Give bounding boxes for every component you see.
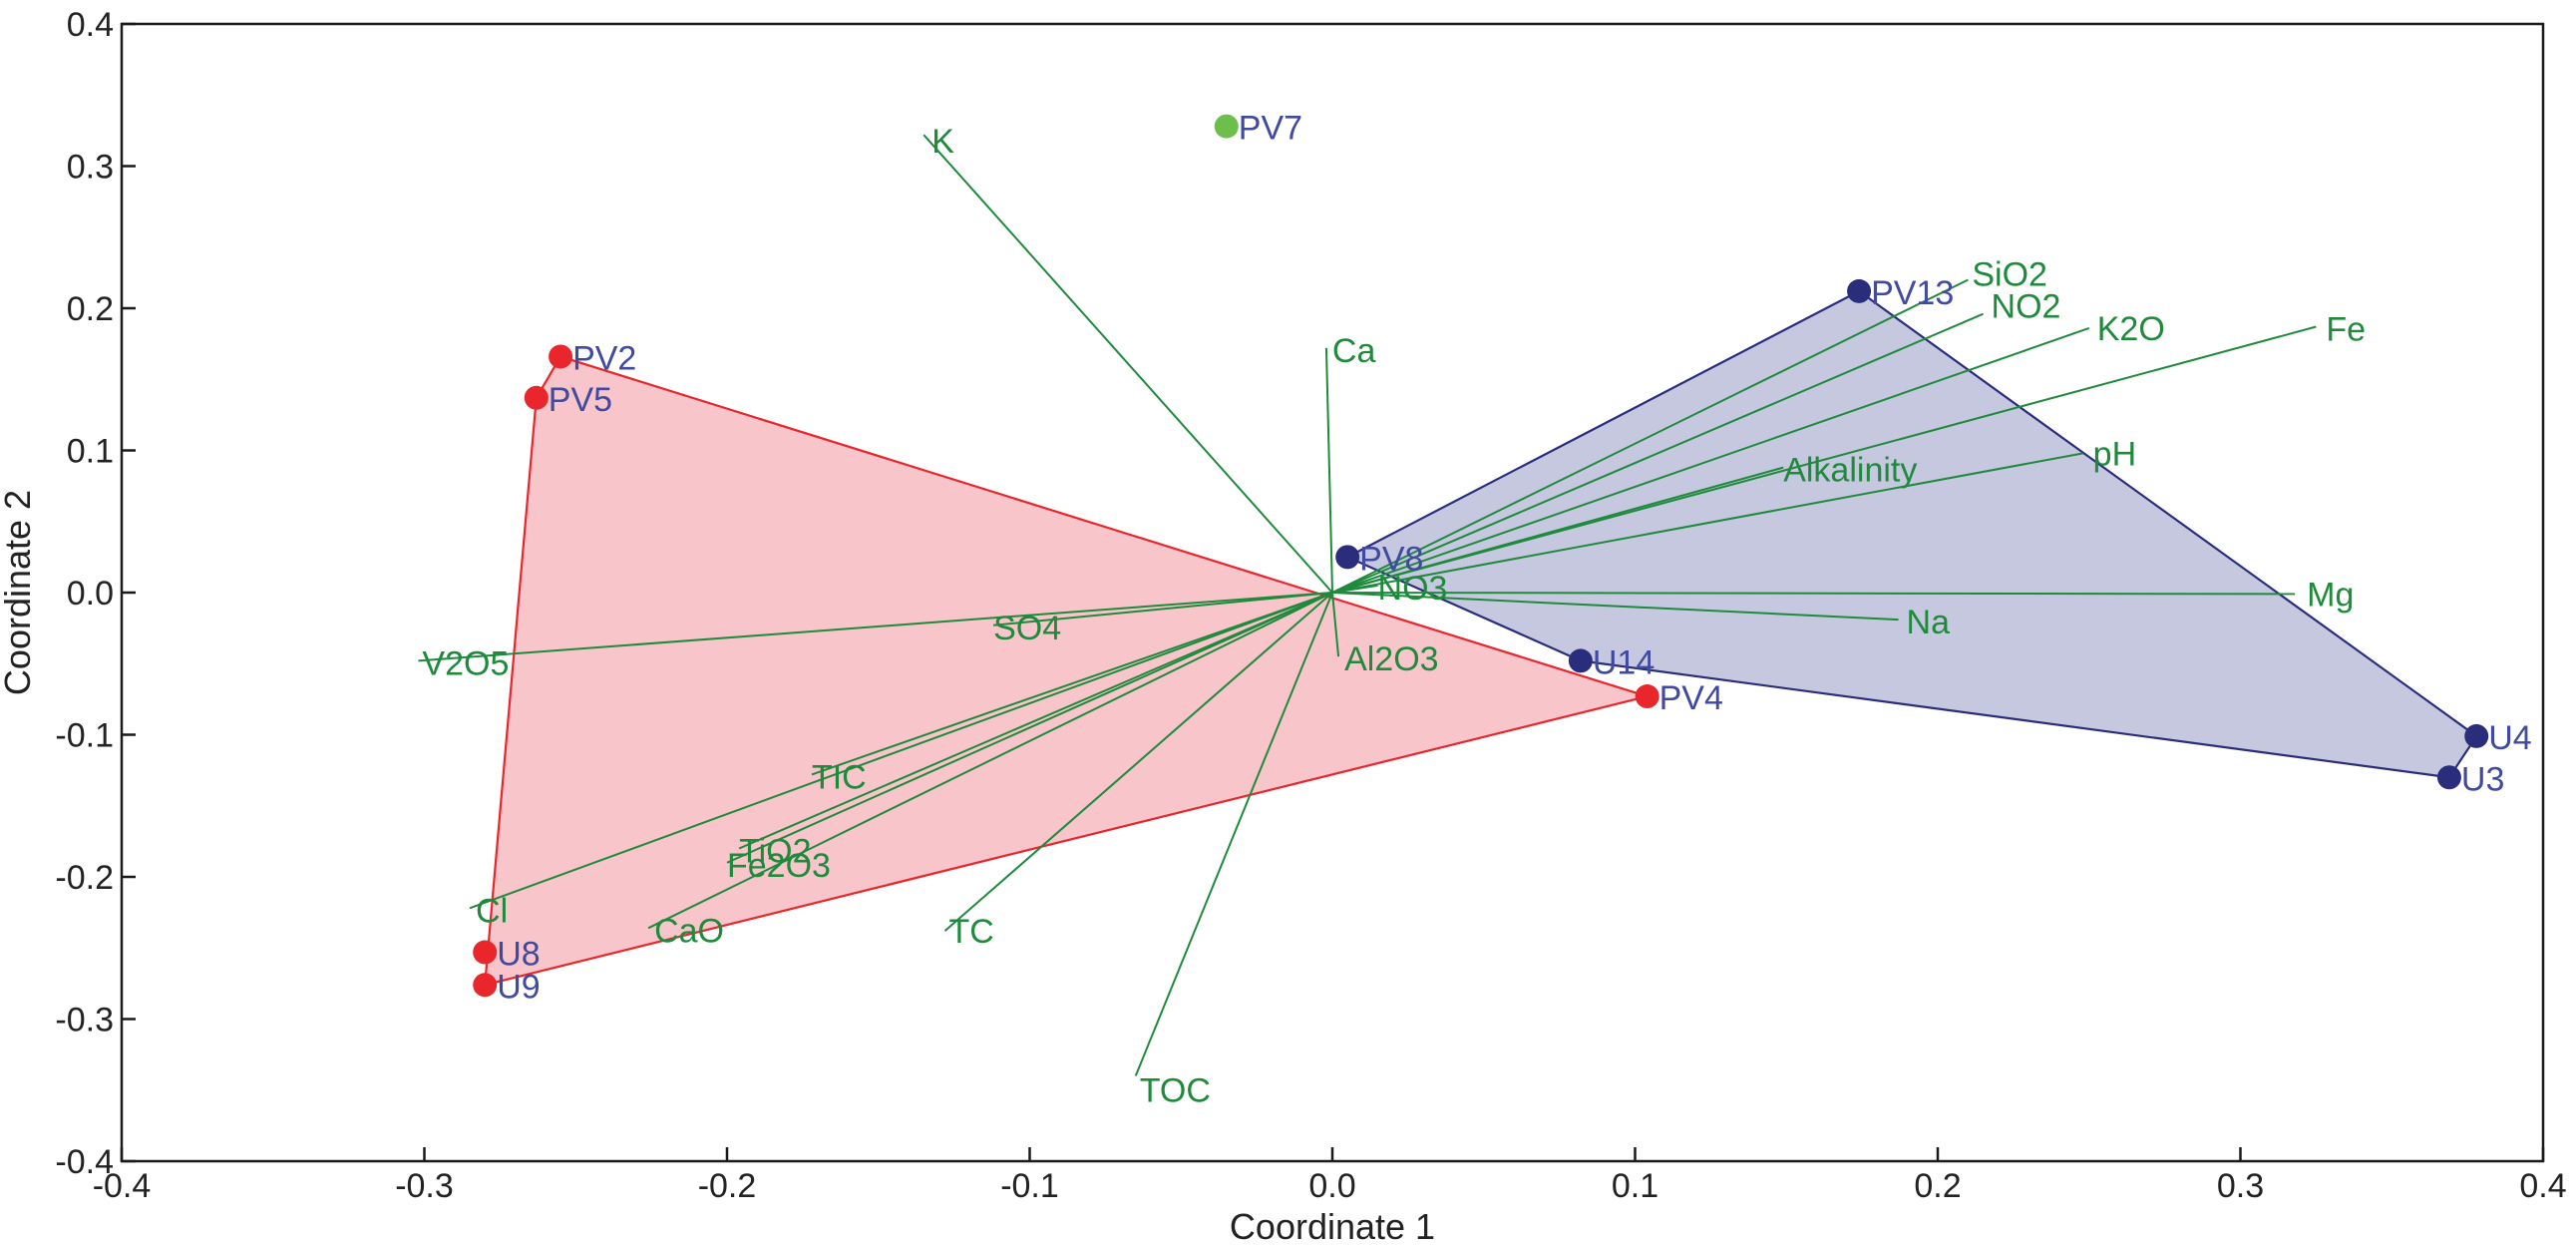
loading-vector-cl <box>469 592 1333 910</box>
loading-vector-alkalinity <box>1331 466 1784 594</box>
loading-vector-k2o <box>1331 327 2090 594</box>
sample-label-pv2: PV2 <box>572 339 636 377</box>
sample-point-pv4 <box>1635 684 1659 709</box>
y-tick-label: -0.1 <box>55 717 114 755</box>
loading-label-no3: NO3 <box>1378 570 1448 608</box>
x-tick-label: -0.4 <box>93 1167 152 1205</box>
axis-ticks: -0.4 -0.3 -0.2 -0.1 0.0 0.1 0.2 0.3 0.4 -0.4 -0.3 -… <box>55 6 2566 1205</box>
sample-label-u14: U14 <box>1593 643 1655 681</box>
loading-vector-mg <box>1331 592 2296 596</box>
loading-vector-cao <box>647 592 1333 930</box>
sample-point-u8 <box>473 940 498 965</box>
sample-point-pv2 <box>549 344 573 369</box>
loading-vector-toc <box>1134 592 1333 1076</box>
sample-point-u9 <box>473 973 498 998</box>
x-tick-label: 0.4 <box>2519 1167 2566 1205</box>
x-axis-title: Coordinate 1 <box>1230 1206 1435 1245</box>
loading-vector-fe <box>1331 325 2317 594</box>
x-tick-label: 0.1 <box>1612 1167 1658 1205</box>
loading-label-mg: Mg <box>2307 576 2354 614</box>
loading-label-fe: Fe <box>2326 311 2366 349</box>
sample-point-u3 <box>2436 765 2461 790</box>
sample-label-pv4: PV4 <box>1659 679 1723 717</box>
sample-label-pv7: PV7 <box>1239 110 1302 148</box>
sample-point-pv7 <box>1214 114 1239 139</box>
group-hulls <box>484 289 2478 987</box>
y-tick-label: 0.1 <box>67 433 114 471</box>
loading-label-k: K <box>931 123 954 161</box>
sample-point-pv8 <box>1335 545 1360 570</box>
sample-point-pv13 <box>1847 278 1872 303</box>
x-tick-label: 0.3 <box>2217 1167 2264 1205</box>
loading-vector-al2o3 <box>1331 592 1340 657</box>
loading-vector-tic <box>811 592 1333 776</box>
sample-label-pv8: PV8 <box>1359 540 1423 578</box>
y-tick-label: 0.0 <box>67 575 114 613</box>
sample-label-pv13: PV13 <box>1871 274 1954 312</box>
loading-label-toc: TOC <box>1140 1072 1211 1110</box>
loading-label-k2o: K2O <box>2097 310 2165 348</box>
loading-label-al2o3: Al2O3 <box>1344 640 1439 678</box>
sample-label-pv5: PV5 <box>549 381 612 419</box>
loading-vector-na <box>1331 592 1899 622</box>
x-tick-label: 0.0 <box>1308 1167 1355 1205</box>
x-tick-label: -0.1 <box>1000 1167 1059 1205</box>
sample-label-u4: U4 <box>2488 719 2531 757</box>
loading-label-fe2o3: Fe2O3 <box>727 847 831 885</box>
red-group-hull <box>484 355 1649 987</box>
loading-vector-so4 <box>992 592 1333 626</box>
loading-label-tic: TIC <box>812 758 867 796</box>
sample-point-u14 <box>1568 648 1593 673</box>
x-tick-label: 0.2 <box>1914 1167 1961 1205</box>
sample-label-u9: U9 <box>497 968 540 1006</box>
loading-vector-k <box>922 134 1333 594</box>
loading-vector-no3 <box>1331 584 1378 594</box>
y-tick-label: 0.2 <box>67 290 114 328</box>
loading-vector-no2 <box>1331 312 1984 594</box>
loading-vector-sio2 <box>1331 278 1969 594</box>
y-tick-label: -0.4 <box>55 1143 114 1181</box>
loading-label-alkalinity: Alkalinity <box>1783 452 1917 490</box>
sample-label-u8: U8 <box>497 936 540 974</box>
y-tick-label: 0.4 <box>67 6 114 44</box>
loading-vector-tc <box>943 592 1333 932</box>
loading-vector-ph <box>1331 452 2083 594</box>
loading-label-cao: CaO <box>654 912 724 950</box>
loading-label-no2: NO2 <box>1992 288 2061 326</box>
blue-group-hull <box>1346 289 2478 779</box>
loading-vector-tio2 <box>738 592 1333 850</box>
y-tick-label: 0.3 <box>67 149 114 187</box>
loading-label-ph: pH <box>2093 435 2136 473</box>
sample-label-u3: U3 <box>2461 760 2504 798</box>
loading-label-sio2: SiO2 <box>1972 256 2047 294</box>
loading-vector-v2o5 <box>418 592 1333 662</box>
loading-label-na: Na <box>1907 604 1951 641</box>
y-tick-label: -0.3 <box>55 1002 114 1039</box>
loading-label-tc: TC <box>949 913 994 951</box>
loading-label-v2o5: V2O5 <box>422 644 509 682</box>
loading-label-ca: Ca <box>1332 332 1376 370</box>
x-tick-label: -0.2 <box>698 1167 757 1205</box>
sample-point-u4 <box>2464 723 2489 748</box>
x-tick-label: -0.3 <box>395 1167 454 1205</box>
loading-vector-fe2o3 <box>726 592 1333 864</box>
y-tick-label: -0.2 <box>55 859 114 897</box>
loading-vector-ca <box>1324 347 1333 594</box>
loading-label-cl: Cl <box>476 892 508 930</box>
sample-point-pv5 <box>524 385 549 410</box>
y-axis-title: Coordinate 2 <box>0 490 38 695</box>
